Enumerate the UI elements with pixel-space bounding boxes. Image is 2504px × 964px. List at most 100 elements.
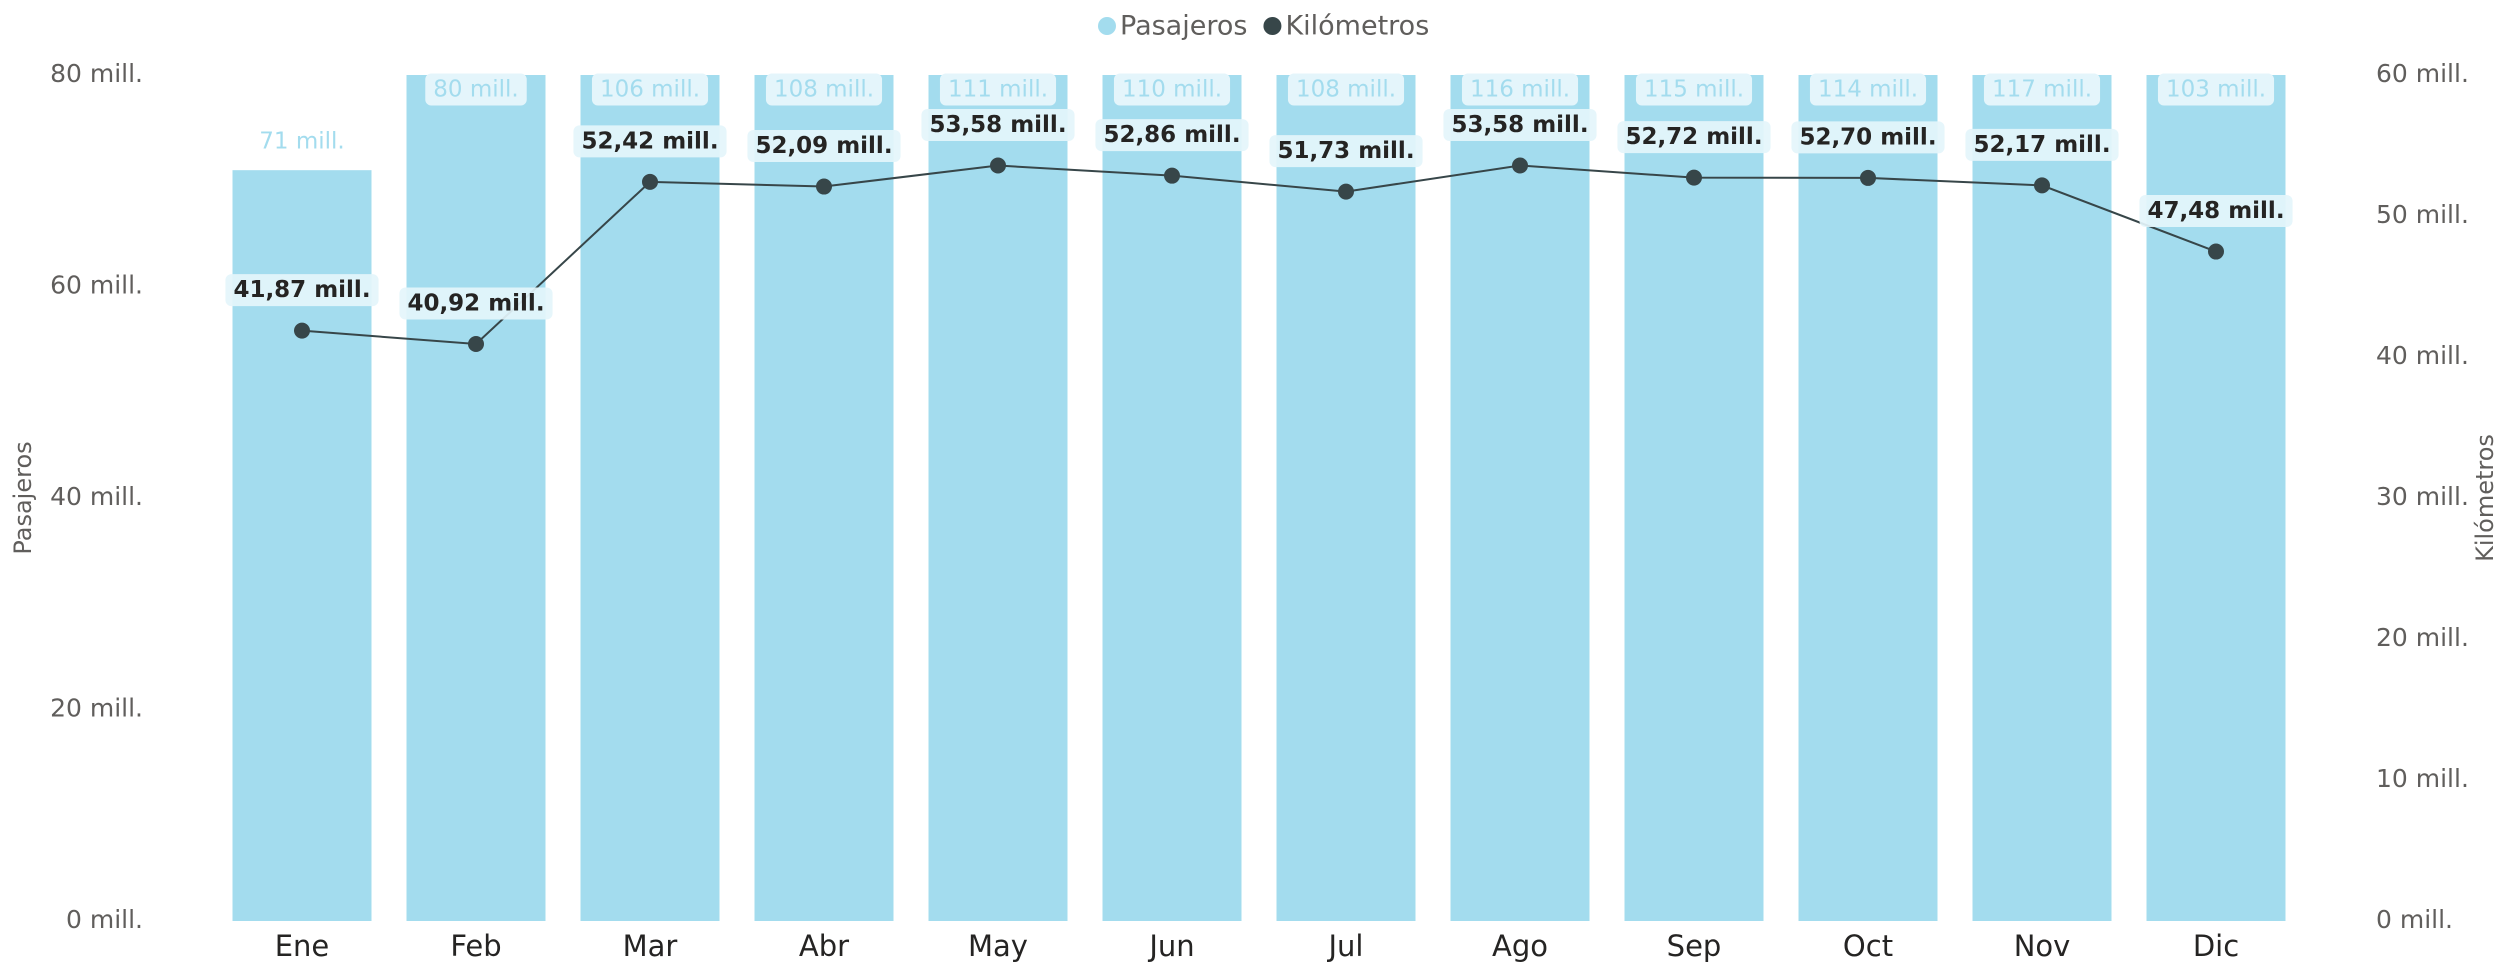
- line-point: [642, 173, 658, 190]
- x-tick-label: Oct: [1843, 929, 1893, 963]
- line-point: [2208, 243, 2224, 260]
- line-label-bg: [399, 287, 553, 320]
- y2-tick-label: 30 mill.: [2376, 482, 2469, 511]
- bars: [232, 75, 2286, 921]
- bar-label-bg: [1287, 73, 1405, 106]
- line-point: [468, 336, 484, 353]
- bar-label: 108 mill.: [774, 77, 874, 103]
- line-label-bg: [225, 274, 379, 307]
- bar-label: 110 mill.: [1122, 77, 1222, 103]
- line-point: [294, 322, 310, 339]
- bar: [754, 75, 894, 921]
- bar-label: 108 mill.: [1296, 77, 1396, 103]
- line-label-bg: [1791, 121, 1945, 154]
- bar-label-bg: [1635, 73, 1753, 106]
- line-label: 52,42 mill.: [581, 128, 718, 154]
- bar-label: 106 mill.: [600, 77, 700, 103]
- x-tick-label: May: [968, 929, 1028, 963]
- y2-tick-label: 10 mill.: [2376, 764, 2469, 793]
- line-label: 40,92 mill.: [407, 291, 544, 317]
- line: [301, 164, 2217, 346]
- bar-label-bg: [425, 73, 527, 106]
- bar-label-bg: [1809, 73, 1927, 106]
- x-tick-label: Sep: [1667, 929, 1722, 963]
- bar-label-bg: [591, 73, 709, 106]
- line-label: 47,48 mill.: [2147, 198, 2284, 224]
- y2-axis-title: Kilómetros: [2471, 434, 2499, 562]
- bar-label: 71 mill.: [259, 129, 344, 155]
- line-label-bg: [573, 125, 727, 158]
- y2-tick-label: 40 mill.: [2376, 341, 2469, 370]
- line-label-bg: [1617, 121, 1771, 154]
- legend-label: Kilómetros: [1285, 11, 1429, 42]
- x-tick-label: Jun: [1147, 929, 1194, 963]
- bar: [1624, 75, 1764, 921]
- bar: [406, 75, 546, 921]
- line-point: [1686, 169, 1702, 186]
- bar-label-bg: [765, 73, 883, 106]
- bar-label-bg: [1113, 73, 1231, 106]
- y-tick-label: 0 mill.: [66, 905, 143, 934]
- line-label: 52,72 mill.: [1625, 124, 1762, 150]
- x-tick-label: Dic: [2193, 929, 2239, 963]
- x-tick-label: Nov: [2014, 929, 2071, 963]
- line-point: [990, 157, 1006, 174]
- bar-label-bg: [1461, 73, 1579, 106]
- line-label: 53,58 mill.: [929, 112, 1066, 138]
- bar-label: 117 mill.: [1992, 77, 2092, 103]
- y2-tick-label: 0 mill.: [2376, 905, 2453, 934]
- line-label: 52,17 mill.: [1973, 132, 2110, 158]
- line-label-bg: [2139, 195, 2293, 228]
- bar-label: 115 mill.: [1644, 77, 1744, 103]
- line-label-bg: [921, 109, 1075, 142]
- line-point: [1512, 157, 1528, 174]
- line-point: [2034, 177, 2050, 194]
- y-tick-label: 20 mill.: [50, 694, 143, 723]
- bar-label: 103 mill.: [2166, 77, 2266, 103]
- x-tick-label: Mar: [623, 929, 678, 963]
- line-point: [1164, 167, 1180, 184]
- bar-label-bg: [1983, 73, 2101, 106]
- legend-label: Pasajeros: [1120, 11, 1247, 42]
- bar: [1798, 75, 1938, 921]
- y-tick-label: 60 mill.: [50, 271, 143, 300]
- legend-swatch: [1098, 17, 1116, 35]
- bar: [928, 75, 1068, 921]
- bar: [580, 75, 720, 921]
- line-label: 52,86 mill.: [1103, 122, 1240, 148]
- bar: [1102, 75, 1242, 921]
- line-label-bg: [747, 130, 901, 163]
- bar: [1276, 75, 1416, 921]
- line-label: 52,09 mill.: [755, 133, 892, 159]
- bar: [2146, 75, 2286, 921]
- line-label: 51,73 mill.: [1277, 138, 1414, 164]
- bar-label: 116 mill.: [1470, 77, 1570, 103]
- x-tick-label: Ago: [1492, 929, 1548, 963]
- line-label-bg: [1965, 128, 2119, 161]
- y2-tick-label: 50 mill.: [2376, 200, 2469, 229]
- y-tick-label: 80 mill.: [50, 59, 143, 88]
- bar: [1450, 75, 1590, 921]
- bar-label-bg: [2157, 73, 2275, 106]
- y2-tick-label: 60 mill.: [2376, 59, 2469, 88]
- bar-label: 111 mill.: [948, 77, 1048, 103]
- line-label: 53,58 mill.: [1451, 112, 1588, 138]
- bar-label: 80 mill.: [433, 77, 518, 103]
- bar: [1972, 75, 2112, 921]
- line-point: [816, 178, 832, 195]
- line-label: 52,70 mill.: [1799, 124, 1936, 150]
- bar-label: 114 mill.: [1818, 77, 1918, 103]
- line-label: 41,87 mill.: [233, 277, 370, 303]
- legend-swatch: [1263, 17, 1282, 35]
- line-label-bg: [1443, 109, 1597, 142]
- line-label-bg: [1269, 135, 1423, 168]
- x-tick-label: Ene: [275, 929, 330, 963]
- line-label-bg: [1095, 119, 1249, 152]
- x-tick-label: Feb: [450, 929, 501, 963]
- y-axis-title: Pasajeros: [9, 441, 37, 554]
- line-point: [1338, 183, 1354, 200]
- x-tick-label: Jul: [1327, 929, 1364, 963]
- line-point: [1860, 169, 1876, 186]
- y-tick-label: 40 mill.: [50, 482, 143, 511]
